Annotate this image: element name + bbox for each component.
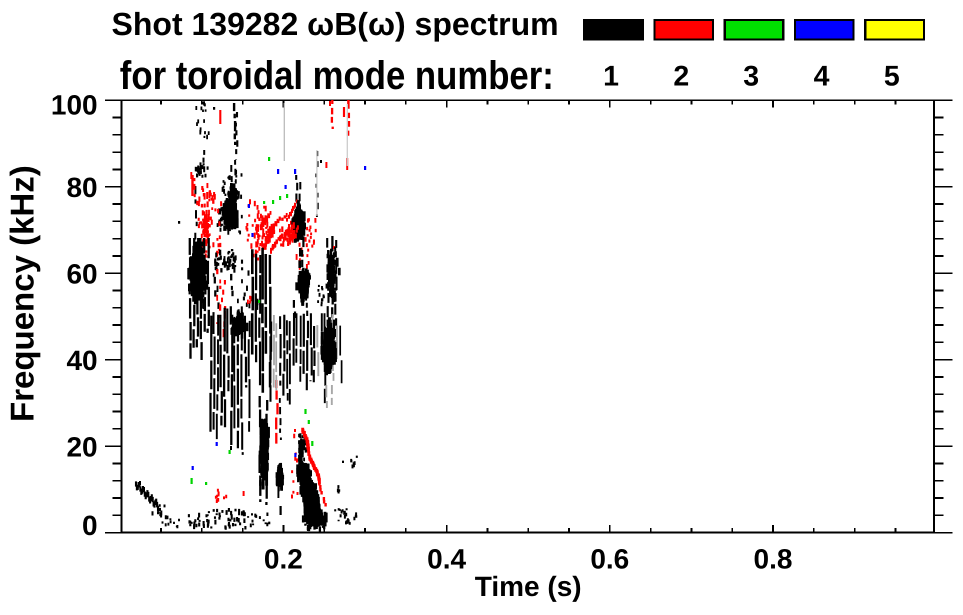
svg-text:5: 5 bbox=[884, 61, 900, 93]
svg-text:80: 80 bbox=[66, 172, 97, 203]
svg-text:20: 20 bbox=[66, 432, 97, 463]
svg-text:2: 2 bbox=[673, 61, 689, 93]
svg-text:60: 60 bbox=[66, 259, 97, 290]
svg-text:Shot 139282 ωB(ω) spectrum: Shot 139282 ωB(ω) spectrum bbox=[112, 6, 559, 42]
svg-text:0.4: 0.4 bbox=[427, 543, 466, 574]
svg-text:0: 0 bbox=[82, 510, 98, 541]
svg-text:4: 4 bbox=[814, 61, 830, 93]
svg-text:3: 3 bbox=[743, 61, 759, 93]
svg-text:0.2: 0.2 bbox=[264, 543, 303, 574]
svg-text:Frequency (kHz): Frequency (kHz) bbox=[3, 165, 40, 422]
svg-text:Time (s): Time (s) bbox=[475, 571, 582, 602]
svg-text:0.6: 0.6 bbox=[590, 543, 629, 574]
svg-text:1: 1 bbox=[603, 61, 619, 93]
svg-text:40: 40 bbox=[66, 345, 97, 376]
svg-text:100: 100 bbox=[51, 90, 98, 121]
svg-text:for toroidal mode number:: for toroidal mode number: bbox=[120, 54, 554, 98]
svg-text:0.8: 0.8 bbox=[754, 543, 793, 574]
